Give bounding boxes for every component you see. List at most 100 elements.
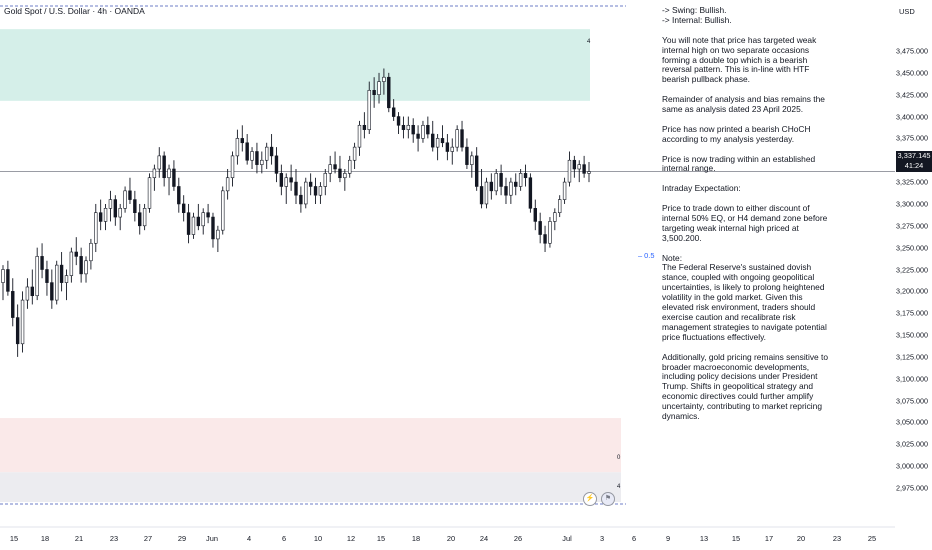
candle-body: [450, 146, 454, 152]
flag-icon[interactable]: ⚑: [601, 492, 615, 506]
candle-body: [367, 90, 371, 130]
date-tick-label: 6: [281, 534, 287, 543]
candle-body: [474, 155, 479, 187]
candle-body: [206, 212, 210, 218]
candle-body: [152, 168, 157, 179]
candle-body: [255, 151, 259, 165]
candle-body: [465, 146, 469, 165]
analysis-paragraph: Price has now printed a bearish CHoCH ac…: [662, 123, 811, 144]
date-tick-label: 3: [599, 534, 605, 543]
candle-body: [240, 138, 244, 144]
candle-body: [304, 181, 308, 205]
candle-body: [509, 181, 513, 196]
price-tick-label: 3,000.000: [896, 461, 928, 471]
candle-body: [289, 177, 293, 183]
candle-body: [338, 168, 342, 179]
date-tick-label: 24: [479, 534, 489, 543]
candle-body: [59, 264, 64, 283]
price-tick-label: 3,325.000: [896, 177, 928, 187]
lightning-icon[interactable]: ⚡: [583, 492, 597, 506]
bar-countdown: 41:24: [904, 161, 924, 170]
date-tick-label: 6: [631, 534, 637, 543]
candle-body: [299, 194, 303, 205]
candle-body: [484, 181, 489, 205]
date-tick-label: 18: [411, 534, 421, 543]
lower-zone-marker: 4: [617, 484, 621, 490]
candle-body: [582, 164, 586, 174]
candle-body: [348, 159, 352, 174]
demand-lower-zone: [0, 472, 621, 502]
candle-body: [543, 234, 547, 244]
date-tick-label: 20: [446, 534, 456, 543]
candle-body: [69, 251, 74, 276]
candle-body: [15, 317, 20, 345]
price-tick-label: 3,100.000: [896, 374, 928, 384]
price-tick-label: 3,075.000: [896, 396, 928, 406]
candle-body: [216, 229, 220, 240]
analysis-paragraph: You will note that price has targeted we…: [662, 34, 817, 85]
analysis-notes: -> Swing: Bullish. -> Internal: Bullish.…: [662, 5, 834, 432]
candle-body: [172, 168, 176, 187]
date-tick-label: 29: [177, 534, 187, 543]
price-tick-label: 3,400.000: [896, 112, 928, 122]
currency-label[interactable]: USD: [899, 7, 915, 16]
candle-body: [343, 173, 347, 179]
candle-body: [333, 164, 337, 170]
date-tick-label: 17: [764, 534, 774, 543]
candle-body: [445, 142, 450, 152]
candle-body: [406, 124, 411, 130]
candle-body: [421, 124, 425, 139]
candle-body: [479, 186, 484, 205]
candle-body: [221, 190, 225, 231]
candle-body: [94, 212, 98, 244]
candle-body: [103, 208, 108, 222]
candle-body: [235, 138, 240, 157]
candle-body: [167, 168, 171, 179]
date-tick-label: 18: [40, 534, 50, 543]
demand-zone-marker: 0: [617, 455, 621, 461]
candle-body: [6, 269, 10, 292]
candle-body: [284, 177, 288, 187]
analysis-paragraph: Additionally, gold pricing remains sensi…: [662, 351, 829, 422]
candle-body: [382, 76, 386, 82]
candle-body: [157, 155, 161, 170]
candle-body: [79, 256, 83, 275]
candle-body: [138, 212, 142, 227]
candle-body: [572, 159, 577, 170]
analysis-paragraph: Price is now trading within an establish…: [662, 153, 816, 174]
candle-body: [147, 177, 152, 209]
candle-body: [45, 269, 49, 283]
candle-body: [177, 186, 181, 205]
candle-body: [74, 251, 78, 257]
price-tick-label: 3,300.000: [896, 199, 928, 209]
date-tick-label: Jun: [206, 534, 218, 543]
fib-level-value: 0.5: [644, 251, 655, 260]
candle-body: [128, 190, 132, 200]
candle-body: [357, 124, 362, 148]
candle-body: [191, 216, 196, 235]
date-tick-label: 15: [376, 534, 386, 543]
candle-body: [108, 199, 113, 209]
candle-body: [313, 186, 318, 196]
price-tick-label: 3,250.000: [896, 243, 928, 253]
candle-body: [377, 81, 381, 95]
candle-body: [553, 212, 557, 222]
candle-body: [435, 138, 440, 148]
date-tick-label: 12: [346, 534, 356, 543]
candle-body: [123, 190, 127, 209]
candle-body: [264, 146, 269, 161]
analysis-paragraph: Remainder of analysis and bias remains t…: [662, 94, 825, 115]
price-axis[interactable]: 3,475.000 3,450.000 3,425.000 3,400.000 3,37…: [895, 0, 932, 528]
candle-body: [323, 173, 327, 187]
candle-body: [426, 124, 430, 135]
candle-body: [1, 269, 5, 283]
price-tick-label: 3,225.000: [896, 265, 928, 274]
price-tick-label: 3,025.000: [896, 439, 928, 449]
candle-body: [133, 199, 137, 213]
price-tick-label: 3,275.000: [896, 221, 928, 231]
candle-body: [245, 142, 249, 161]
candle-body: [142, 208, 147, 227]
analysis-paragraph: Note: The Federal Reserve's sustained do…: [662, 252, 827, 342]
